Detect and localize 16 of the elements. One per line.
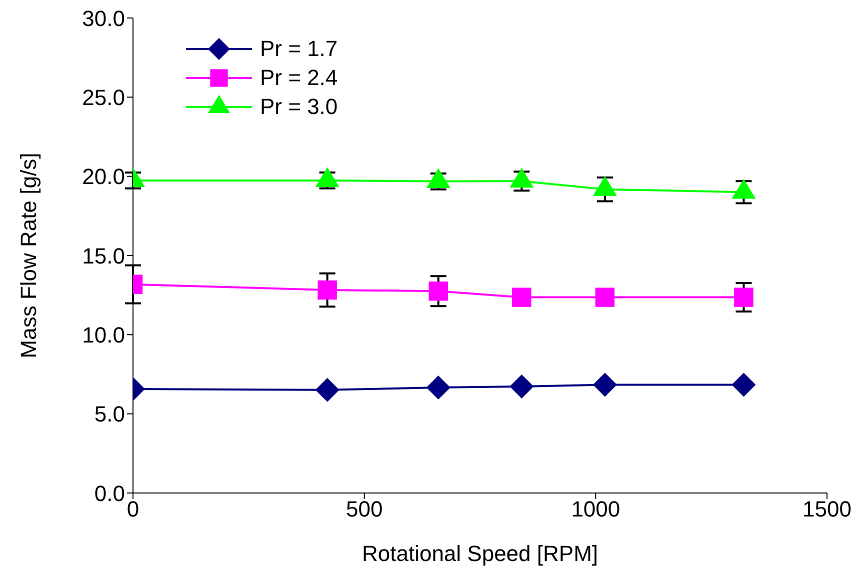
y-tick-label: 5.0	[94, 402, 125, 427]
y-tick-label: 30.0	[82, 6, 125, 31]
x-tick-label: 0	[126, 496, 140, 522]
x-tick-label: 500	[346, 496, 383, 522]
y-axis-title: Mass Flow Rate [g/s]	[16, 152, 41, 358]
legend-label: Pr = 1.7	[260, 36, 338, 62]
x-axis-title: Rotational Speed [RPM]	[362, 541, 598, 566]
x-tick-label: 1000	[571, 496, 620, 522]
legend-label: Pr = 3.0	[260, 94, 338, 120]
y-tick-label: 0.0	[94, 480, 125, 506]
x-tick-label: 1500	[802, 496, 852, 522]
y-tick-label: 20.0	[82, 164, 125, 190]
y-tick-label: 25.0	[82, 84, 125, 110]
y-tick-label: 15.0	[82, 243, 125, 268]
legend-label: Pr = 2.4	[260, 65, 338, 91]
y-tick-label: 10.0	[82, 322, 125, 348]
